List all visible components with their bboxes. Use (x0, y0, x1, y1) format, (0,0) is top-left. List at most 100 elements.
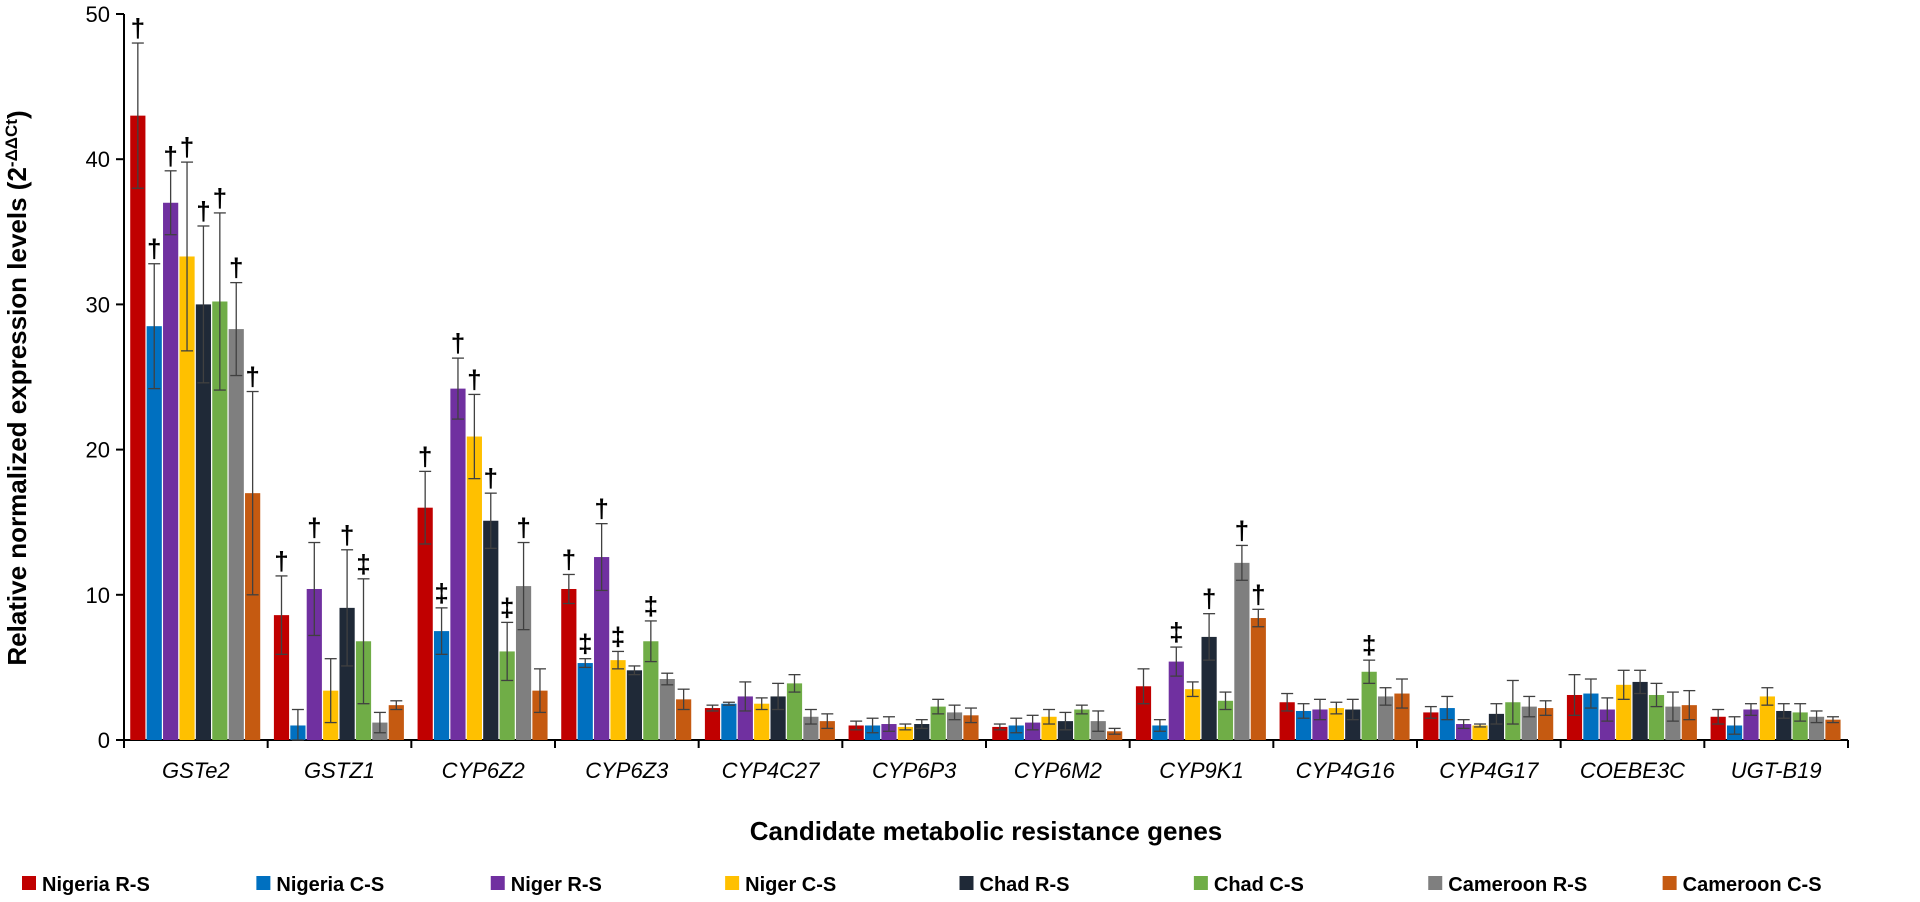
bar (1632, 681, 1648, 740)
bar (228, 329, 244, 740)
significance-mark: † (562, 544, 576, 574)
significance-mark: † (340, 520, 354, 550)
bar (1152, 725, 1168, 740)
bar (721, 703, 737, 740)
significance-mark: † (229, 253, 243, 283)
legend-swatch (1193, 876, 1208, 890)
bar (1361, 671, 1377, 740)
y-tick-label: 50 (86, 2, 110, 27)
legend-label: Chad R-S (980, 874, 1070, 896)
legend-swatch (22, 876, 36, 890)
significance-mark: † (1235, 515, 1249, 545)
bar (499, 651, 515, 740)
y-tick-label: 40 (86, 147, 110, 172)
bar (737, 696, 753, 740)
y-tick-label: 0 (98, 728, 110, 753)
x-tick-label: COEBE3C (1580, 758, 1685, 783)
x-tick-label: GSTZ1 (304, 758, 375, 783)
bar (1599, 709, 1615, 740)
bar (819, 721, 835, 740)
bar (594, 557, 610, 740)
significance-mark: ‡ (356, 549, 370, 579)
legend-label: Niger R-S (511, 874, 602, 896)
bar (273, 615, 290, 740)
legend-label: Niger C-S (745, 874, 836, 896)
legend-swatch (256, 876, 271, 890)
x-tick-label: CYP4G16 (1296, 758, 1396, 783)
bar (163, 202, 179, 740)
bar (770, 696, 786, 740)
bar (754, 703, 770, 740)
significance-mark: † (307, 513, 321, 543)
bar (1616, 684, 1632, 740)
bar (1538, 708, 1554, 740)
bar (146, 326, 162, 740)
bar (1439, 708, 1455, 740)
bar (1025, 722, 1041, 740)
bar (515, 586, 532, 740)
bar (1279, 702, 1295, 740)
legend-swatch (1662, 876, 1677, 890)
significance-mark: † (516, 513, 530, 543)
bar (245, 493, 261, 740)
x-tick-label: CYP6M2 (1014, 758, 1102, 783)
axes-layer (116, 13, 1849, 748)
x-tick-label: CYP9K1 (1159, 758, 1243, 783)
bar (1377, 696, 1394, 740)
bar (1074, 709, 1090, 740)
bar (1217, 700, 1234, 740)
bar (610, 660, 626, 740)
bar (643, 641, 659, 740)
bar (1566, 694, 1583, 740)
bar (339, 607, 355, 740)
significance-mark: † (1202, 584, 1216, 614)
bar (1057, 721, 1074, 740)
bar (1681, 705, 1697, 740)
bar (417, 507, 433, 740)
legend-swatch (490, 876, 505, 890)
bar (1665, 706, 1681, 740)
bar (1759, 696, 1775, 740)
significance-mark: ‡ (578, 629, 592, 659)
bar (1312, 709, 1328, 740)
bar (1041, 716, 1057, 740)
x-tick-label: CYP4G17 (1439, 758, 1539, 783)
bar (930, 706, 946, 740)
x-tick-label: CYP6Z3 (585, 758, 669, 783)
bar (306, 588, 322, 740)
legend-label: Nigeria R-S (42, 874, 150, 896)
bar (466, 436, 482, 740)
y-axis-title: Relative normalized expression levels (2… (2, 110, 33, 665)
x-tick-label: UGT-B19 (1731, 758, 1822, 783)
bar (450, 388, 466, 740)
y-tick-label: 30 (86, 292, 110, 317)
significance-mark: ‡ (434, 578, 448, 608)
bar (1107, 731, 1123, 740)
bar (388, 705, 404, 740)
legend-swatch (1428, 876, 1443, 890)
significance-mark: † (418, 441, 432, 471)
significance-mark: † (594, 494, 608, 524)
bar (483, 520, 499, 740)
x-axis-title: Candidate metabolic resistance genes (750, 816, 1223, 846)
x-tick-label: CYP6P3 (872, 758, 957, 783)
bar (1168, 661, 1184, 740)
bar (577, 663, 593, 740)
significance-mark: † (451, 328, 465, 358)
legend-label: Nigeria C-S (276, 874, 384, 896)
x-tick-label: GSTe2 (162, 758, 230, 783)
legend-label: Cameroon C-S (1683, 874, 1822, 896)
bar (1201, 636, 1217, 740)
y-tick-label: 10 (86, 583, 110, 608)
y-axis-title-main: Relative normalized expression levels (2 (2, 167, 32, 666)
significance-mark: ‡ (500, 592, 514, 622)
significance-mark: † (147, 234, 161, 264)
bar (561, 588, 577, 740)
x-tick-label: CYP4C27 (722, 758, 821, 783)
y-tick-label: 20 (86, 438, 110, 463)
bar (659, 679, 675, 740)
significance-mark: † (467, 364, 481, 394)
bar (848, 725, 864, 740)
